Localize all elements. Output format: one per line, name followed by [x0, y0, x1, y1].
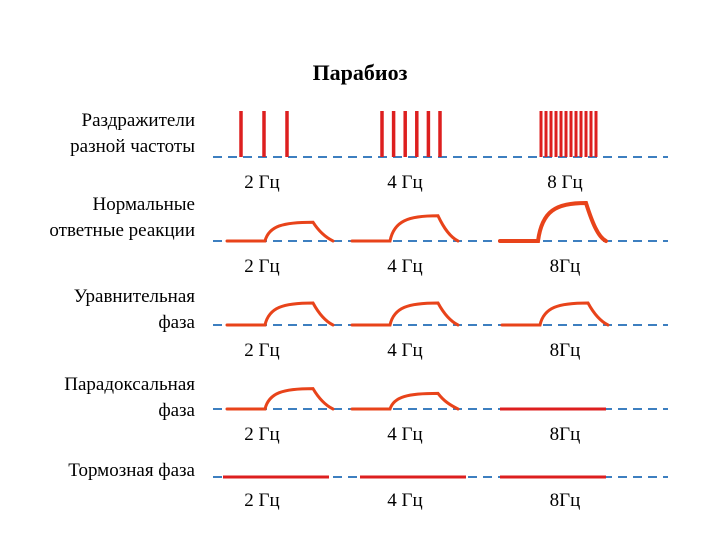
freq-label: 2 Гц [244, 424, 280, 445]
freq-label: 2 Гц [244, 340, 280, 361]
freq-label: 4 Гц [387, 256, 423, 277]
row-label-equalizing: Уравнительная фаза [74, 284, 195, 336]
freq-label: 4 Гц [387, 172, 423, 193]
response-curve [498, 200, 608, 243]
row-label-line: разной частоты [70, 136, 195, 157]
freq-label: 8 Гц [547, 172, 583, 193]
freq-label: 4 Гц [387, 424, 423, 445]
row-label-line: Уравнительная [73, 286, 195, 307]
response-curve [350, 301, 460, 327]
freq-label: 4 Гц [387, 340, 423, 361]
freq-label: 4 Гц [387, 490, 423, 511]
row-label-stimuli: Раздражители разной частоты [70, 108, 195, 160]
response-curve [500, 301, 610, 327]
freq-label: 2 Гц [244, 256, 280, 277]
response-curve [225, 387, 335, 411]
row-label-normal: Нормальные ответные реакции [49, 192, 195, 244]
row-label-line: фаза [158, 312, 195, 333]
response-curve [225, 301, 335, 327]
freq-label: 2 Гц [244, 490, 280, 511]
diagram-title: Парабиоз [312, 60, 408, 85]
row-label-inhibitory: Тормозная фаза [68, 458, 195, 484]
row-label-line: Тормозная фаза [68, 460, 195, 481]
response-curve [350, 214, 460, 243]
freq-label: 8Гц [549, 256, 581, 277]
row-label-line: Нормальные [92, 194, 195, 215]
row-label-line: фаза [158, 400, 195, 421]
row-label-line: Раздражители [81, 110, 195, 131]
row-label-paradoxical: Парадоксальная фаза [64, 372, 195, 424]
freq-label: 8Гц [549, 340, 581, 361]
freq-label: 8Гц [549, 424, 581, 445]
row-label-line: ответные реакции [49, 220, 195, 241]
response-curve [225, 220, 335, 243]
freq-label: 2 Гц [244, 172, 280, 193]
row-label-line: Парадоксальная [64, 374, 195, 395]
response-curve [350, 391, 460, 411]
freq-label: 8Гц [549, 490, 581, 511]
